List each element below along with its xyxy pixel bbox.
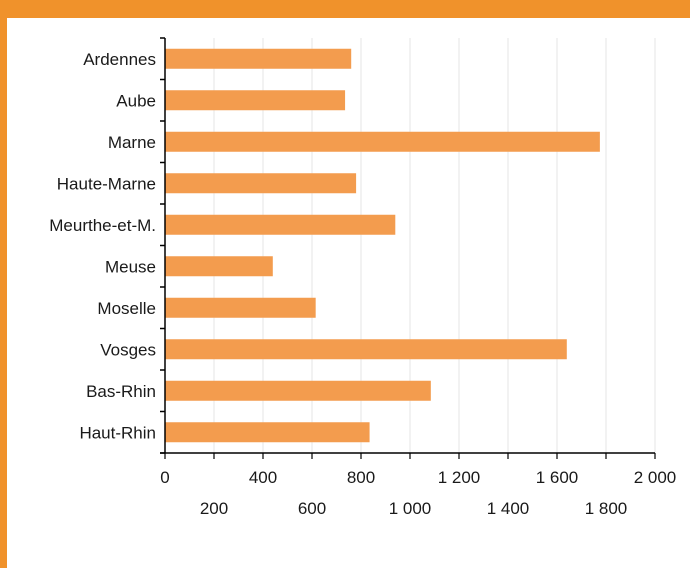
category-label: Ardennes bbox=[83, 50, 156, 69]
bar bbox=[165, 297, 316, 318]
x-tick-label: 1 400 bbox=[487, 499, 530, 518]
bar bbox=[165, 173, 357, 194]
bar bbox=[165, 90, 346, 111]
x-tick-label: 600 bbox=[298, 499, 326, 518]
category-label: Haute-Marne bbox=[57, 174, 156, 193]
category-label: Marne bbox=[108, 133, 156, 152]
axes bbox=[160, 37, 656, 459]
category-label: Moselle bbox=[97, 299, 156, 318]
category-labels: Ardennes Aube Marne Haute-Marne Meurthe-et-M… bbox=[49, 50, 156, 443]
category-label: Bas-Rhin bbox=[86, 382, 156, 401]
x-tick-label: 800 bbox=[347, 468, 375, 487]
category-label: Aube bbox=[116, 91, 156, 110]
tick-labels: 0 200 400 600 800 1 000 1 200 1 400 1 600 1 800 2 … bbox=[160, 468, 676, 518]
category-label: Vosges bbox=[100, 340, 156, 359]
x-tick-label: 200 bbox=[200, 499, 228, 518]
bar bbox=[165, 380, 431, 401]
bar bbox=[165, 214, 396, 235]
top-accent-band bbox=[0, 0, 690, 18]
x-tick-label: 1 200 bbox=[438, 468, 481, 487]
bar bbox=[165, 339, 567, 360]
x-tick-label: 2 000 bbox=[634, 468, 677, 487]
x-tick-label: 1 000 bbox=[389, 499, 432, 518]
bar bbox=[165, 131, 600, 152]
bar bbox=[165, 256, 273, 277]
bars bbox=[165, 48, 600, 443]
left-accent-band bbox=[0, 0, 7, 568]
category-label: Meuse bbox=[105, 257, 156, 276]
category-label: Haut-Rhin bbox=[79, 423, 156, 442]
category-label: Meurthe-et-M. bbox=[49, 216, 156, 235]
x-tick-label: 400 bbox=[249, 468, 277, 487]
x-tick-label: 0 bbox=[160, 468, 169, 487]
x-tick-label: 1 800 bbox=[585, 499, 628, 518]
bar bbox=[165, 48, 352, 69]
bar bbox=[165, 422, 370, 443]
x-tick-label: 1 600 bbox=[536, 468, 579, 487]
